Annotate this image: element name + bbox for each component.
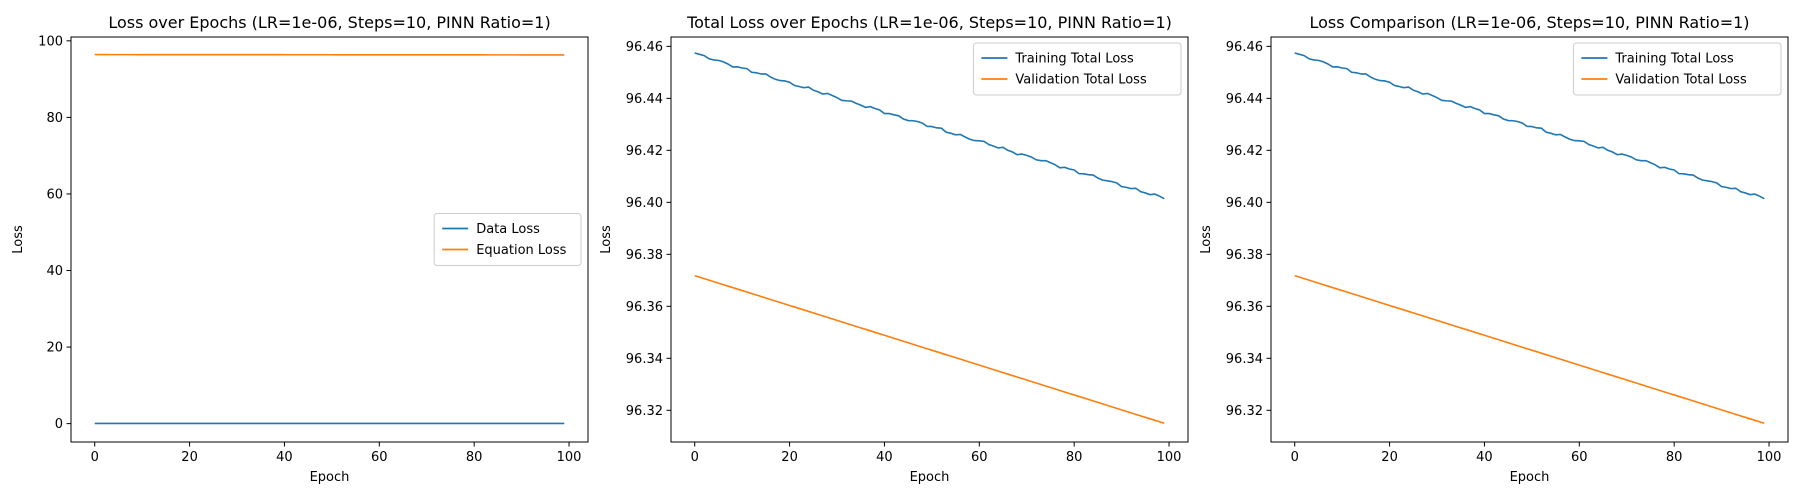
y-axis-label: Loss (599, 225, 614, 254)
x-tick-label: 100 (1157, 450, 1182, 465)
y-tick-label: 96.34 (1226, 352, 1263, 367)
x-tick-label: 40 (876, 450, 893, 465)
chart-title: Loss Comparison (LR=1e-06, Steps=10, PIN… (1309, 13, 1749, 32)
x-axis-label: Epoch (910, 470, 950, 485)
x-tick-label: 40 (1476, 450, 1493, 465)
legend-box (1572, 42, 1782, 96)
y-tick-label: 96.46 (626, 40, 663, 55)
x-tick-label: 60 (371, 450, 388, 465)
y-tick-label: 0 (55, 417, 63, 432)
y-tick-label: 96.36 (626, 300, 663, 315)
y-tick-label: 96.32 (1226, 404, 1263, 419)
x-tick-label: 80 (1066, 450, 1083, 465)
x-tick-label: 20 (181, 450, 198, 465)
y-tick-label: 96.42 (626, 144, 663, 159)
y-tick-label: 96.32 (626, 404, 663, 419)
legend-label-training-total-loss: Training Total Loss (1014, 52, 1134, 67)
chart-panel-3: Loss Comparison (LR=1e-06, Steps=10, PIN… (1199, 13, 1789, 485)
legend: Training Total Loss Validation Total Loss (972, 42, 1182, 96)
plot-area-frame (70, 36, 589, 443)
y-tick-label: 96.44 (1226, 92, 1263, 107)
y-tick-label: 96.44 (626, 92, 663, 107)
x-axis-label: Epoch (1510, 470, 1550, 485)
y-tick-label: 60 (46, 187, 63, 202)
x-tick-label: 40 (276, 450, 293, 465)
y-tick-label: 96.46 (1226, 40, 1263, 55)
legend-label-equation-loss: Equation Loss (476, 243, 566, 258)
series-line-validation-total-loss (694, 274, 1165, 425)
x-tick-label: 20 (1381, 450, 1398, 465)
y-axis-label: Loss (1199, 225, 1214, 254)
y-tick-label: 96.40 (1226, 196, 1263, 211)
y-axis-label: Loss (11, 225, 26, 254)
y-tick-label: 96.40 (626, 196, 663, 211)
chart-title: Total Loss over Epochs (LR=1e-06, Steps=… (686, 13, 1172, 32)
series-line-training-total-loss (694, 52, 1165, 200)
legend-label-validation-total-loss: Validation Total Loss (1615, 73, 1747, 88)
legend-label-data-loss: Data Loss (476, 222, 540, 237)
y-tick-label: 80 (46, 111, 63, 126)
plot-area-frame (670, 36, 1189, 443)
y-tick-label: 100 (38, 34, 63, 49)
legend-box (972, 42, 1182, 96)
y-tick-label: 96.42 (1226, 144, 1263, 159)
y-tick-label: 96.38 (626, 248, 663, 263)
x-axis-label: Epoch (310, 470, 350, 485)
y-tick-label: 96.36 (1226, 300, 1263, 315)
x-tick-label: 20 (781, 450, 798, 465)
chart-title: Loss over Epochs (LR=1e-06, Steps=10, PI… (108, 13, 550, 32)
y-tick-label: 20 (46, 341, 63, 356)
plot-area-frame (1270, 36, 1789, 443)
legend-label-validation-total-loss: Validation Total Loss (1015, 73, 1147, 88)
x-tick-label: 80 (1666, 450, 1683, 465)
chart-panel-1: Loss over Epochs (LR=1e-06, Steps=10, PI… (11, 13, 589, 485)
y-tick-label: 96.34 (626, 352, 663, 367)
legend-box (433, 213, 582, 266)
legend-label-training-total-loss: Training Total Loss (1614, 52, 1734, 67)
chart-panel-2: Total Loss over Epochs (LR=1e-06, Steps=… (599, 13, 1189, 485)
x-tick-label: 0 (91, 450, 99, 465)
x-tick-label: 0 (1291, 450, 1299, 465)
legend: Training Total Loss Validation Total Loss (1572, 42, 1782, 96)
x-tick-label: 100 (557, 450, 582, 465)
series-line-validation-total-loss (1294, 274, 1765, 425)
y-tick-label: 40 (46, 264, 63, 279)
x-tick-label: 80 (466, 450, 483, 465)
x-tick-label: 60 (971, 450, 988, 465)
x-tick-label: 60 (1571, 450, 1588, 465)
series-line-training-total-loss (1294, 52, 1765, 200)
y-tick-label: 96.38 (1226, 248, 1263, 263)
x-tick-label: 0 (691, 450, 699, 465)
x-tick-label: 100 (1757, 450, 1782, 465)
legend: Data Loss Equation Loss (433, 213, 582, 266)
